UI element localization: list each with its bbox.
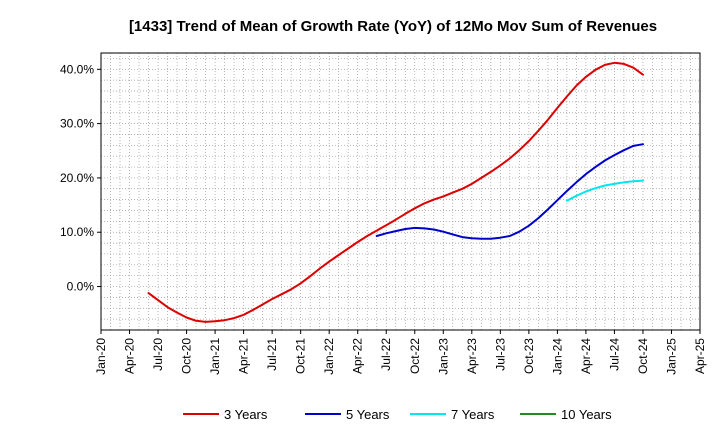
x-tick-label: Apr-20 [123, 338, 137, 374]
x-tick-label: Jan-23 [436, 338, 450, 375]
legend-label-7-years: 7 Years [451, 407, 495, 422]
legend-label-10-years: 10 Years [561, 407, 612, 422]
x-tick-label: Jul-24 [607, 338, 621, 371]
legend-label-5-years: 5 Years [346, 407, 390, 422]
x-axis: Jan-20 Apr-20 Jul-20 Oct-20 Jan-21 Apr-21 Jul-… [94, 330, 707, 375]
plot-area [100, 52, 701, 331]
x-tick-label: Apr-24 [579, 338, 593, 374]
x-tick-label: Oct-20 [180, 338, 194, 374]
legend: 3 Years 5 Years 7 Years 10 Years [183, 407, 612, 422]
x-tick-label: Jan-21 [208, 338, 222, 375]
x-tick-label: Apr-25 [693, 338, 707, 374]
x-tick-label: Jul-21 [265, 338, 279, 371]
x-tick-label: Jul-20 [151, 338, 165, 371]
series-line-7-years [565, 179, 644, 202]
x-tick-label: Oct-21 [294, 338, 308, 374]
x-tick-label: Apr-22 [351, 338, 365, 374]
y-tick-label: 40.0% [60, 62, 94, 76]
x-tick-label: Oct-24 [636, 338, 650, 374]
y-tick-label: 30.0% [60, 117, 94, 131]
y-tick-label: 10.0% [60, 225, 94, 239]
x-tick-label: Apr-21 [237, 338, 251, 374]
x-tick-label: Jan-20 [94, 338, 108, 375]
y-axis: 0.0% 10.0% 20.0% 30.0% 40.0% [60, 62, 101, 294]
x-tick-label: Jan-25 [664, 338, 678, 375]
legend-label-3-years: 3 Years [224, 407, 268, 422]
x-tick-label: Jan-24 [550, 338, 564, 375]
x-tick-label: Jul-23 [493, 338, 507, 371]
y-tick-label: 20.0% [60, 171, 94, 185]
x-tick-label: Oct-23 [522, 338, 536, 374]
series-line-3-years [147, 61, 644, 323]
chart-title: [1433] Trend of Mean of Growth Rate (YoY… [129, 18, 657, 35]
series-layer [147, 61, 644, 323]
x-tick-label: Apr-23 [465, 338, 479, 374]
x-tick-label: Jan-22 [322, 338, 336, 375]
y-tick-label: 0.0% [67, 280, 95, 294]
x-tick-label: Jul-22 [379, 338, 393, 371]
x-tick-label: Oct-22 [408, 338, 422, 374]
grid [101, 53, 700, 330]
series-line-5-years [375, 143, 644, 240]
